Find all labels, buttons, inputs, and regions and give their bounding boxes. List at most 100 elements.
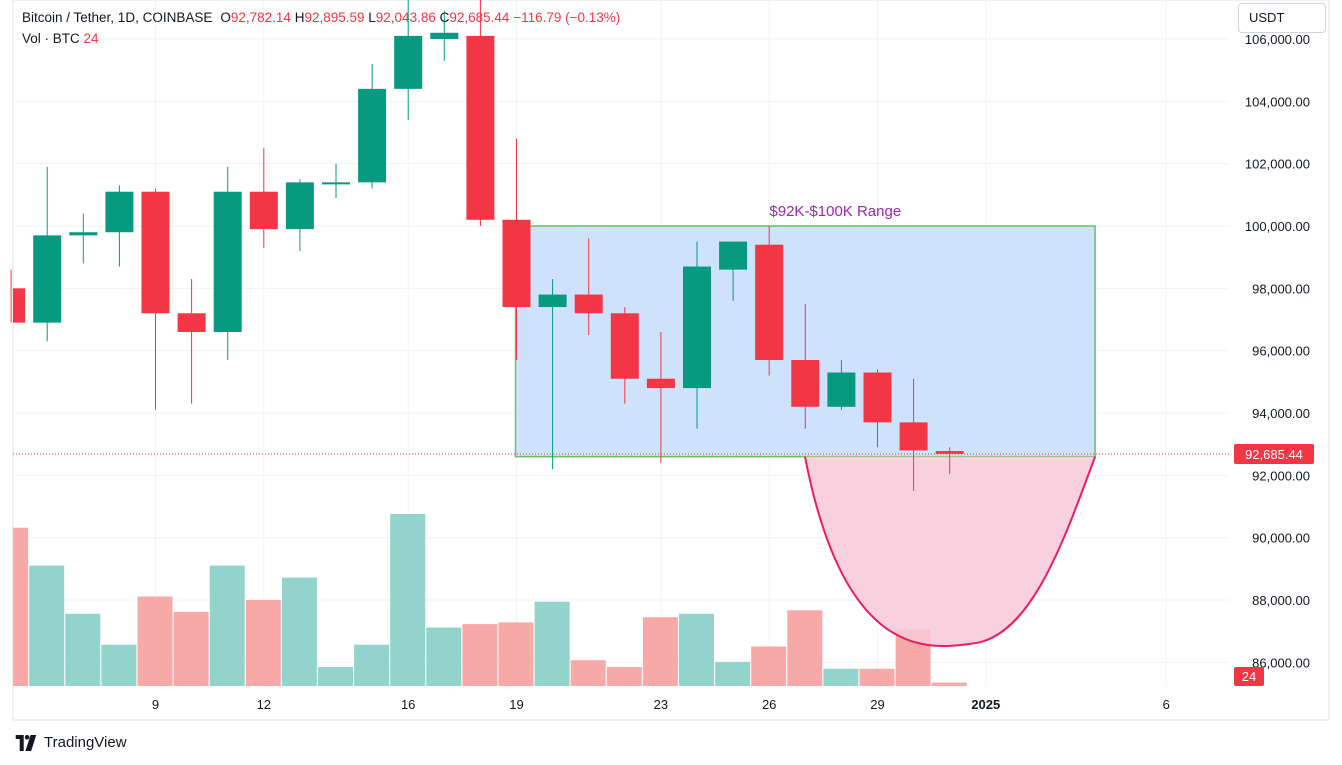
volume-bar <box>679 613 714 686</box>
candle-body <box>791 360 820 407</box>
change-value: −116.79 (−0.13%) <box>513 10 621 25</box>
last-price-badge <box>1234 443 1314 464</box>
candle-body <box>610 313 639 379</box>
volume-bar <box>173 612 209 686</box>
volume-bar <box>318 667 353 686</box>
volume-label: Vol · BTC <box>22 31 80 46</box>
open-value: 92,782.14 <box>230 10 291 25</box>
candle-body <box>322 182 350 185</box>
candle-body <box>502 219 531 308</box>
candle-body <box>899 422 928 451</box>
open-label: O <box>220 10 231 25</box>
candle-body <box>177 313 206 332</box>
volume-bar <box>787 610 823 686</box>
low-label: L <box>368 10 376 25</box>
volume-bar <box>209 565 245 686</box>
ohlc-row: Bitcoin / Tether, 1D, COINBASE O92,782.14… <box>22 7 620 28</box>
candle-body <box>863 372 892 423</box>
price-tick-label: 104,000.00 <box>1245 94 1310 109</box>
price-tick-label: 96,000.00 <box>1252 344 1310 359</box>
volume-bar <box>65 613 101 686</box>
candle-body <box>538 294 567 308</box>
time-tick-label: 12 <box>257 697 271 712</box>
price-axis: 106,000.00 104,000.00 102,000.00 100,000.00… <box>1234 32 1314 686</box>
volume-bar <box>931 682 967 686</box>
chart-legend: Bitcoin / Tether, 1D, COINBASE O92,782.14… <box>22 7 620 49</box>
volume-value: 24 <box>83 31 99 46</box>
volume-badge <box>1234 667 1264 686</box>
close-label: C <box>439 10 450 25</box>
volume-bar <box>281 577 317 686</box>
time-tick-label: 6 <box>1163 697 1170 712</box>
candle-body <box>213 191 242 332</box>
candle-body <box>683 266 711 389</box>
volume-bar <box>354 644 390 686</box>
candle-body <box>69 232 98 236</box>
price-tick-label: 102,000.00 <box>1245 157 1310 172</box>
last-price-label: 92,685.44 <box>1245 447 1303 462</box>
candle-body <box>827 372 856 407</box>
candle-body <box>935 451 964 454</box>
volume-bar <box>534 601 570 686</box>
volume-bar <box>137 596 173 686</box>
volume-bar <box>823 668 859 686</box>
candle-body <box>141 191 170 314</box>
volume-bar <box>498 622 534 686</box>
candle-body <box>719 241 748 270</box>
volume-bar <box>570 660 606 686</box>
volume-bar <box>859 668 895 686</box>
volume-bar <box>606 667 642 686</box>
time-tick-label: 16 <box>401 697 415 712</box>
price-tick-label: 100,000.00 <box>1245 219 1310 234</box>
time-tick-label: 29 <box>870 697 884 712</box>
time-tick-label: 9 <box>152 697 159 712</box>
candle-body <box>755 244 784 361</box>
candle-body <box>646 378 675 389</box>
volume-bar <box>715 661 751 686</box>
time-tick-label: 26 <box>762 697 776 712</box>
volume-bar <box>751 646 787 686</box>
candle-body <box>249 191 278 230</box>
price-tick-label: 94,000.00 <box>1252 406 1310 421</box>
price-tick-label: 90,000.00 <box>1252 531 1310 546</box>
candle-body <box>430 32 459 39</box>
volume-bars <box>13 514 967 686</box>
candle-body <box>466 35 495 220</box>
tradingview-logo-icon <box>15 734 37 751</box>
volume-bar <box>462 624 498 686</box>
volume-badge-label: 24 <box>1242 669 1256 684</box>
candle-body <box>574 294 603 314</box>
high-label: H <box>294 10 305 25</box>
candle-body <box>33 235 62 323</box>
time-tick-label: 2025 <box>971 697 1000 712</box>
symbol-title: Bitcoin / Tether, 1D, COINBASE <box>22 10 213 25</box>
candle-body <box>394 35 423 89</box>
candle-body <box>13 288 26 323</box>
volume-bar <box>642 617 678 686</box>
price-tick-label: 86,000.00 <box>1252 655 1310 670</box>
low-value: 92,043.86 <box>375 10 436 25</box>
cup-fill <box>805 456 1096 647</box>
time-tick-label: 19 <box>509 697 523 712</box>
range-label: $92K-$100K Range <box>769 203 901 220</box>
tradingview-brand[interactable]: TradingView <box>14 734 127 751</box>
candle-body <box>105 191 134 233</box>
currency-selector[interactable]: USDT <box>1238 3 1326 33</box>
cup-curve <box>804 456 1097 648</box>
volume-bar <box>426 627 462 686</box>
price-tick-label: 98,000.00 <box>1252 281 1310 296</box>
candlesticks <box>10 0 964 491</box>
price-tick-label: 88,000.00 <box>1252 593 1310 608</box>
volume-bar <box>245 600 281 686</box>
time-axis: 9 12 16 19 23 26 29 2025 6 <box>152 697 1170 712</box>
volume-bar <box>29 565 65 686</box>
price-tick-label: 92,000.00 <box>1252 468 1310 483</box>
candle-body <box>285 182 314 230</box>
chart-annotations: $92K-$100K Range <box>13 203 1229 648</box>
time-tick-label: 23 <box>654 697 668 712</box>
volume-bar <box>13 527 29 686</box>
volume-bar <box>390 514 426 686</box>
close-value: 92,685.44 <box>449 10 510 25</box>
high-value: 92,895.59 <box>304 10 365 25</box>
